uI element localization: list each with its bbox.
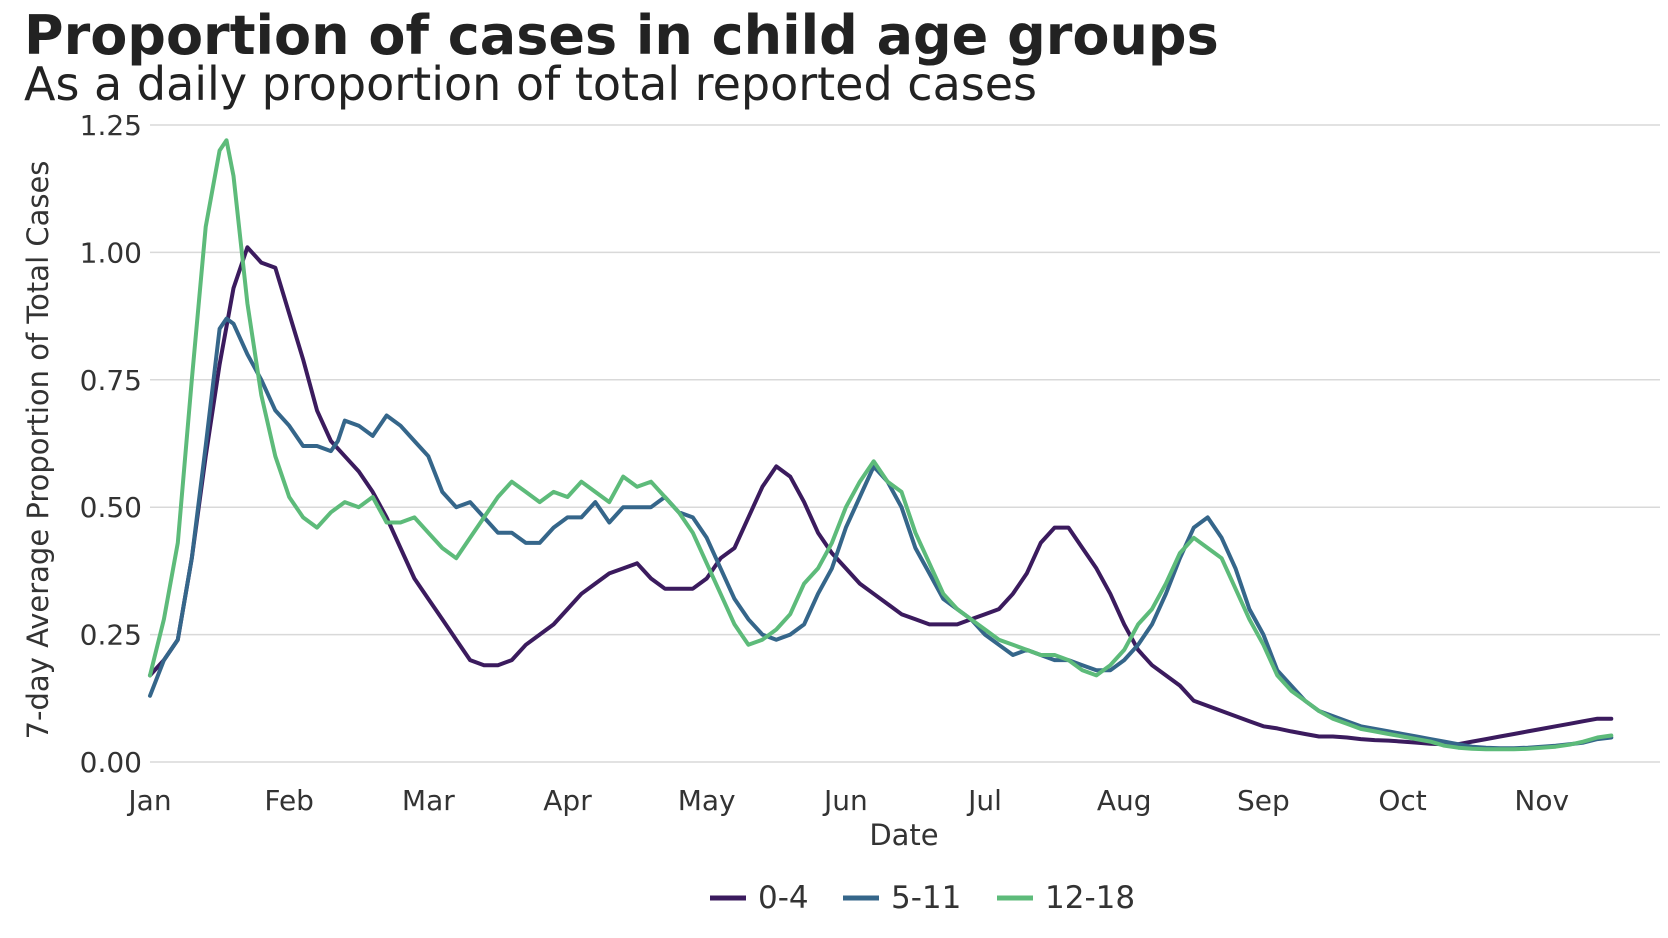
y-tick-label: 1.25 <box>80 109 142 142</box>
y-axis-ticks: 0.00 0.25 0.50 0.75 1.00 1.25 <box>80 109 142 779</box>
series-line-0-4 <box>148 245 1614 747</box>
x-tick-label: Aug <box>1097 784 1152 817</box>
gridlines <box>150 124 1660 763</box>
y-tick-label: 0.00 <box>80 746 142 779</box>
x-tick-label: Sep <box>1237 784 1290 817</box>
x-tick-label: Oct <box>1378 784 1426 817</box>
y-axis-title: 7-day Average Proportion of Total Cases <box>21 161 55 740</box>
series-line-12-18 <box>148 138 1614 752</box>
x-tick-label: Apr <box>543 784 592 817</box>
legend: 0-4 5-11 12-18 <box>710 880 1135 916</box>
y-tick-label: 0.75 <box>80 364 142 397</box>
y-tick-label: 0.25 <box>80 619 142 652</box>
x-tick-label: Jun <box>822 784 868 817</box>
x-axis-title: Date <box>869 818 938 852</box>
x-tick-label: Mar <box>402 784 455 817</box>
x-tick-label: Feb <box>264 784 314 817</box>
chart-subtitle: As a daily proportion of total reported … <box>24 57 1037 111</box>
x-tick-label: Jan <box>126 784 171 817</box>
x-tick-label: Nov <box>1514 784 1569 817</box>
series-lines <box>148 138 1614 752</box>
x-axis-ticks: Jan Feb Mar Apr May Jun Jul Aug Sep Oct Nov <box>126 784 1569 817</box>
x-tick-label: Jul <box>966 784 1002 817</box>
y-tick-label: 0.50 <box>80 491 142 524</box>
series-line-5-11 <box>148 316 1614 751</box>
legend-label: 5-11 <box>891 880 961 916</box>
y-tick-label: 1.00 <box>80 236 142 269</box>
chart-title: Proportion of cases in child age groups <box>24 4 1219 67</box>
legend-label: 12-18 <box>1045 880 1135 916</box>
x-tick-label: May <box>678 784 736 817</box>
legend-label: 0-4 <box>758 880 809 916</box>
